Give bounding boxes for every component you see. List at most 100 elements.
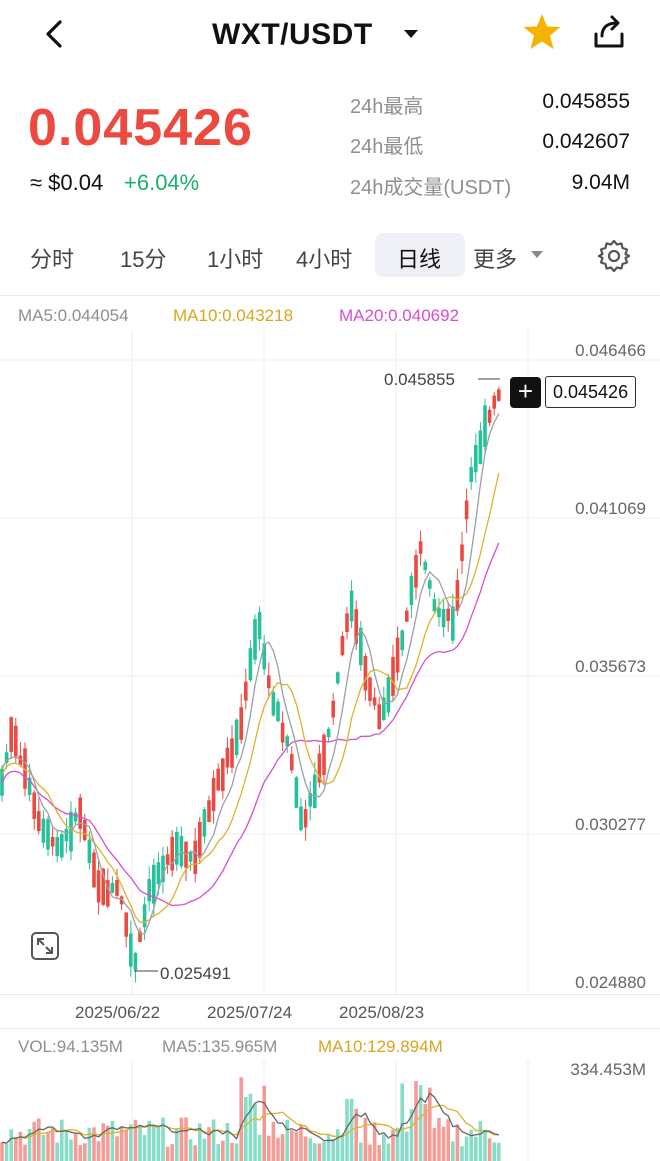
candle [280,722,285,743]
volume-bar [156,1125,161,1161]
volume-bar [184,1117,188,1161]
candle [303,809,308,828]
volume-bar [119,1127,124,1161]
candle [230,738,234,768]
candle [455,580,460,612]
volume-bar [354,1108,358,1161]
volume-bar [308,1138,312,1161]
tab-4hour[interactable]: 4小时 [296,247,353,272]
volume-bar [50,1128,55,1161]
ma10-legend: MA10:0.043218 [173,306,294,325]
volume-bar [451,1141,455,1161]
y-tick-label: 0.024880 [575,973,646,992]
volume-bar [267,1135,271,1161]
vol-ma5-line [1,1092,499,1144]
tab-more[interactable]: 更多 [473,247,518,272]
volume-divider [0,1028,660,1029]
volume-bar [152,1125,156,1161]
more-dropdown-icon[interactable] [531,251,543,258]
chart-bottom-divider [0,994,660,995]
volume-bar [299,1124,303,1161]
candle [221,758,225,792]
volume-bar [211,1119,216,1161]
candle [377,704,381,730]
volume-bar [497,1142,501,1161]
candle [395,637,400,673]
volume-bar [64,1131,69,1161]
candlestick-chart[interactable] [0,330,660,995]
candle [308,792,312,807]
tab-15min[interactable]: 15分 [120,247,167,272]
candle [340,635,345,656]
tab-daily[interactable]: 日线 [397,247,442,272]
volume-bar [253,1103,257,1161]
stat-volume-value: 9.04M [571,171,630,194]
candle [271,692,276,716]
volume-bar [234,1143,239,1161]
share-icon[interactable] [590,14,628,52]
candle [4,752,9,763]
candle [386,677,391,713]
candle [446,608,450,622]
stat-volume-label: 24h成交量(USDT) [350,177,512,199]
candle [73,812,78,822]
volume-bar [313,1143,317,1161]
tab-1hour[interactable]: 1小时 [207,247,264,272]
volume-bar [175,1127,179,1161]
volume-bar [161,1117,165,1161]
volume-bar [455,1124,460,1161]
volume-bar [18,1131,23,1161]
volume-bar [198,1123,202,1161]
candle [147,879,151,902]
star-icon[interactable] [522,12,562,52]
volume-bar [133,1119,138,1161]
candle [170,836,174,871]
volume-bar [395,1127,400,1161]
candle [78,797,82,829]
volume-bar [377,1144,381,1161]
candle [27,777,32,796]
volume-bar [73,1132,78,1161]
volume-bar [202,1138,207,1161]
volume-bar [138,1125,142,1161]
y-tick-label: 0.041069 [575,499,646,518]
volume-bar [418,1085,423,1161]
candle [101,868,105,905]
candle [423,561,427,571]
gear-icon[interactable] [596,238,632,274]
stat-high-label: 24h最高 [350,96,424,118]
volume-bar [179,1117,184,1161]
candle [409,575,414,606]
low-marker-label: 0.025491 [160,964,231,983]
volume-bar [60,1119,64,1161]
volume-bar [115,1136,119,1161]
candle [248,648,253,681]
candle [276,701,280,722]
trading-pair-title[interactable]: WXT/USDT [212,18,373,51]
volume-bar [423,1103,427,1161]
tab-timeshare[interactable]: 分时 [30,247,75,272]
candle [382,697,386,720]
volume-bar [446,1119,450,1161]
crosshair-add-button[interactable]: + [510,377,541,408]
candle [326,728,331,738]
volume-bar [96,1141,101,1161]
volume-bar [147,1120,151,1161]
candle [64,828,69,842]
candle [317,753,322,783]
candle [87,839,92,864]
volume-bar [230,1142,234,1161]
candle [50,836,55,847]
back-arrow-icon[interactable] [38,14,74,54]
volume-bar [244,1097,248,1161]
pair-dropdown-icon[interactable] [404,30,418,38]
volume-bar [322,1141,326,1161]
volume-bar [257,1134,262,1161]
candle [239,707,243,740]
volume-chart[interactable] [0,1060,660,1161]
volume-bar [437,1117,441,1161]
candle [322,734,326,776]
volume-bar [294,1131,299,1161]
fullscreen-icon[interactable] [30,931,60,961]
candle [391,657,395,696]
